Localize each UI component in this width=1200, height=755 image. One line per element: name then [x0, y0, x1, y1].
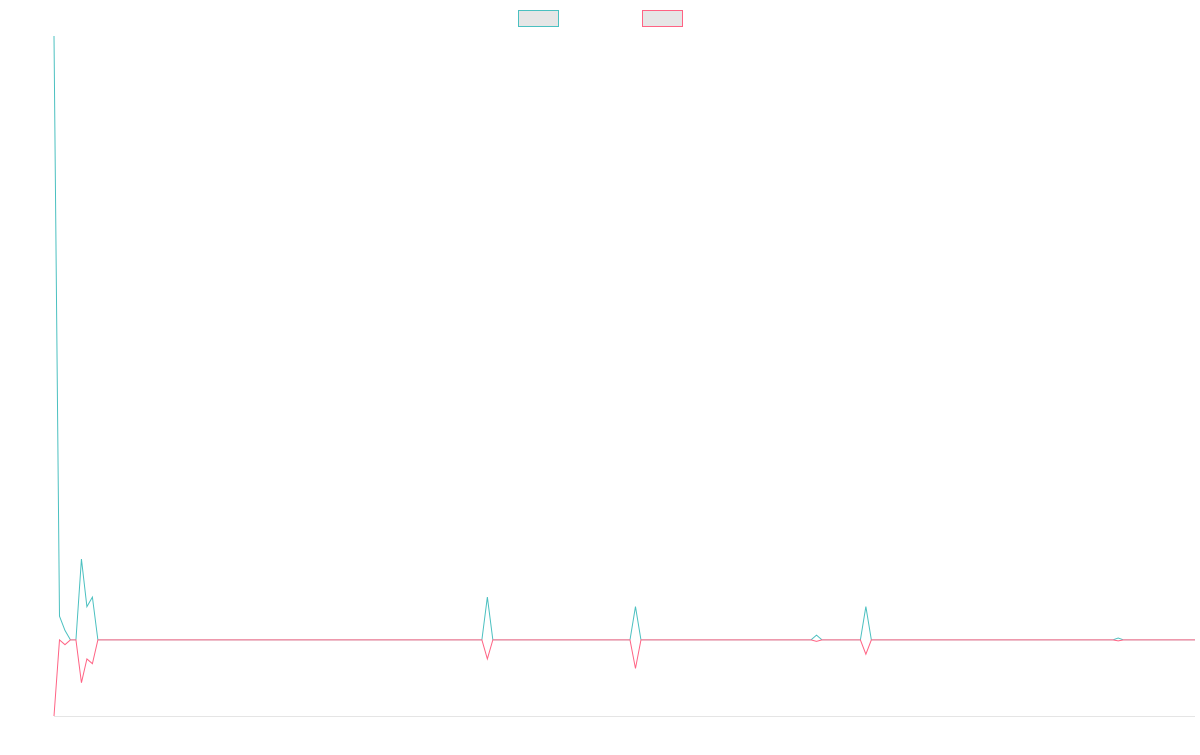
series-layer — [53, 35, 1195, 717]
legend — [518, 10, 683, 27]
legend-swatch-2[interactable] — [642, 10, 683, 27]
series-line-1 — [53, 35, 1195, 641]
legend-swatch-1[interactable] — [518, 10, 559, 27]
series-line-2 — [53, 638, 1195, 717]
